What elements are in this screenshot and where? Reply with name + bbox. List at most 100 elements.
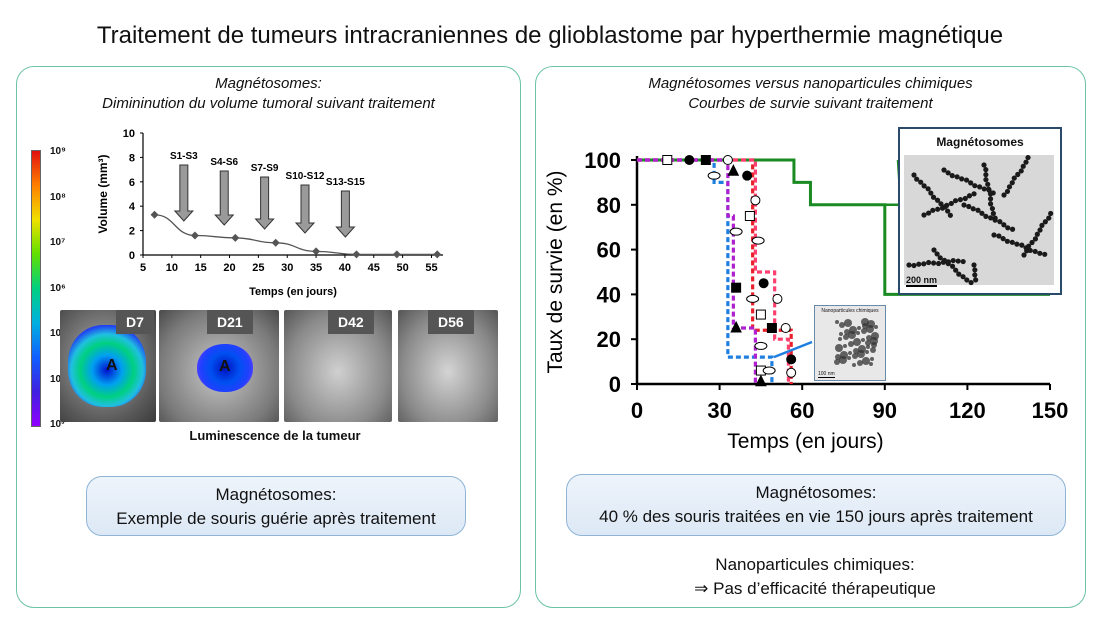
magnetosome-particle — [945, 208, 951, 214]
right-note-line2: ⇒ Pas d’efficacité thérapeutique — [694, 579, 936, 598]
treatment-arrow — [335, 190, 356, 238]
magnetosome-particle — [1001, 192, 1007, 198]
nanoparticle-cluster — [866, 325, 874, 333]
magnetosome-particle — [990, 210, 996, 217]
magnetosome-particle — [1009, 180, 1015, 186]
y-tick-label: 2 — [129, 226, 135, 238]
survival-marker — [730, 320, 742, 333]
survival-marker — [731, 282, 742, 293]
magnetosome-particle — [956, 271, 962, 277]
magnetosome-particle — [934, 197, 941, 203]
x-tick-label: 25 — [252, 262, 264, 274]
magnetosome-particle — [989, 205, 996, 212]
nanoparticle-cluster — [856, 331, 860, 335]
nanoparticle-cluster — [869, 362, 873, 366]
magnetosome-particle — [1021, 252, 1027, 258]
magnetosome-particle — [961, 202, 967, 208]
magnetosome-particle — [973, 277, 979, 283]
nanoparticle-cluster — [839, 332, 843, 336]
survival-curve — [637, 158, 757, 384]
y-tick-label: 6 — [129, 177, 135, 189]
magnetosome-particle — [938, 201, 944, 207]
survival-marker — [729, 227, 743, 236]
right-box-line1: Magnétosomes: — [755, 483, 877, 502]
nanoparticle-cluster — [839, 322, 845, 328]
data-point — [271, 238, 280, 247]
magnetosomes-inset-title: Magnétosomes — [936, 135, 1024, 149]
magnetosome-particle — [959, 176, 965, 182]
y-tick-label: 20 — [597, 327, 621, 352]
left-summary-box: Magnétosomes: Exemple de souris guérie a… — [86, 476, 466, 536]
magnetosome-particle — [1023, 159, 1029, 165]
magnetosome-particle — [955, 258, 961, 264]
magnetosome-particle — [977, 184, 983, 190]
nanoparticles-scale-bar: 100 nm — [818, 371, 835, 378]
x-tick-label: 45 — [368, 262, 380, 274]
nanoparticle-cluster — [835, 320, 839, 324]
nanoparticle-cluster — [861, 318, 869, 326]
magnetosome-particle — [921, 261, 927, 267]
magnetosome-particle — [1042, 219, 1048, 225]
y-tick-label: 40 — [597, 282, 621, 307]
survival-marker — [751, 236, 765, 245]
nanoparticle-cluster — [848, 351, 852, 355]
scale-tick-label: 10⁷ — [50, 237, 66, 248]
y-axis-label: Taux de survie (en %) — [544, 170, 567, 373]
survival-marker — [762, 366, 776, 375]
nanoparticle-cluster — [838, 337, 842, 341]
magnetosome-particle — [916, 261, 922, 267]
magnetosome-particle — [1024, 248, 1030, 254]
x-tick-label: 15 — [195, 262, 207, 274]
magnetosome-particle — [1009, 239, 1015, 245]
magnetosome-particle — [991, 232, 997, 238]
magnetosome-particle — [1032, 248, 1038, 255]
magnetosome-particle — [926, 259, 932, 266]
data-point — [433, 250, 442, 259]
nanoparticle-cluster — [835, 344, 843, 352]
magnetosome-particle — [1025, 154, 1031, 161]
magnetosome-particle — [1037, 250, 1043, 256]
scale-tick-label: 10⁶ — [50, 282, 66, 294]
magnetosome-particle — [971, 191, 977, 197]
x-axis-label: Temps (en jours) — [249, 286, 337, 298]
magnetosome-particle — [930, 260, 937, 266]
magnetosome-particle — [964, 277, 970, 283]
treatment-arrow — [214, 170, 235, 226]
x-tick-label: 60 — [790, 398, 814, 423]
x-tick-label: 30 — [281, 262, 293, 274]
x-tick-label: 35 — [310, 262, 322, 274]
mouse-photo-d7: A D7 — [60, 310, 156, 422]
magnetosome-particle — [921, 212, 927, 218]
magnetosome-particle — [945, 259, 951, 265]
data-point — [352, 250, 361, 259]
survival-curve — [637, 158, 774, 384]
magnetosome-particle — [949, 173, 955, 179]
magnetosome-particle — [1034, 231, 1040, 237]
y-tick-label: 80 — [597, 193, 621, 218]
magnetosomes-inset: Magnétosomes 200 nm — [898, 127, 1062, 295]
y-axis-label: Volume (mm³) — [96, 154, 110, 233]
y-tick-label: 8 — [129, 152, 135, 164]
data-point — [190, 231, 199, 240]
nanoparticle-cluster — [866, 345, 870, 349]
left-box-line1: Magnétosomes: — [215, 485, 337, 504]
survival-marker — [700, 155, 711, 165]
magnetosome-particle — [983, 172, 989, 178]
magnetosome-particle — [911, 172, 917, 178]
magnetosome-particle — [1026, 243, 1032, 249]
nanoparticles-connector — [773, 340, 813, 359]
day-label: D7 — [116, 310, 154, 334]
treatment-arrow — [173, 164, 194, 222]
nanoparticle-cluster — [870, 357, 874, 361]
right-caption-line2: Courbes de survie suivant traitement — [688, 95, 933, 112]
x-tick-label: 10 — [166, 262, 178, 274]
data-point — [392, 250, 401, 259]
nanoparticle-cluster — [865, 340, 871, 346]
tumor-label: A — [219, 358, 231, 375]
day-label: D56 — [428, 310, 474, 334]
treatment-label: S13-S15 — [326, 177, 365, 188]
survival-marker — [780, 323, 791, 333]
magnetosome-particle — [1006, 184, 1013, 190]
nanoparticle-cluster — [834, 359, 840, 365]
magnetosome-particle — [971, 262, 977, 268]
